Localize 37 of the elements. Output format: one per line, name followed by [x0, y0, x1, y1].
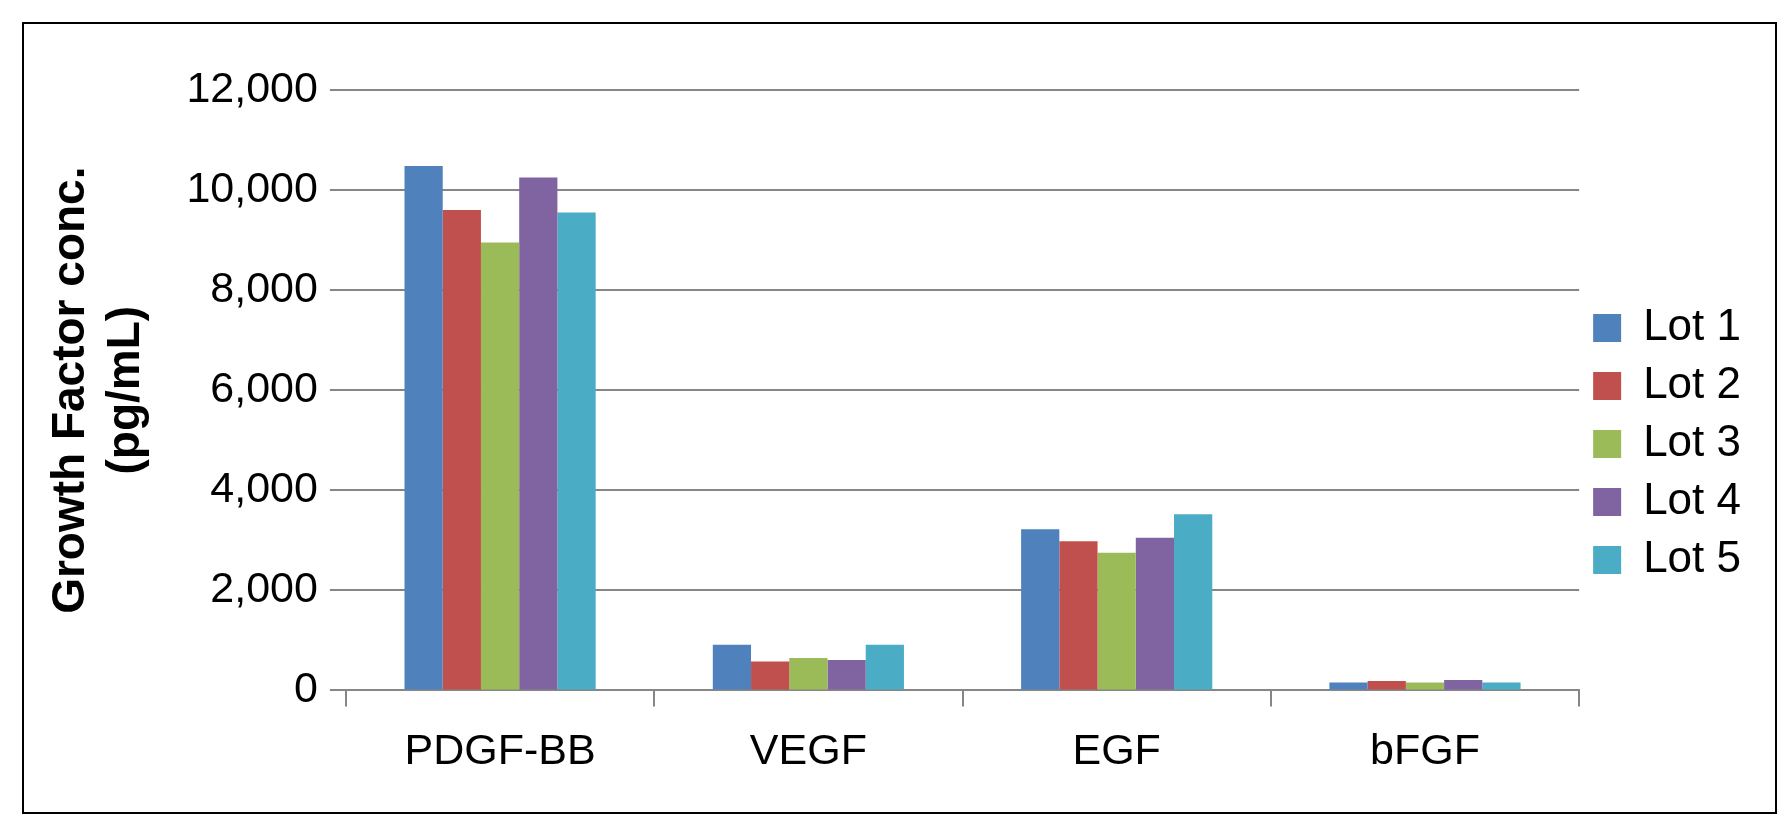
bar	[1059, 541, 1098, 690]
y-axis-title: Growth Factor conc. (pg/mL)	[42, 166, 150, 614]
bar	[1021, 529, 1060, 690]
bar	[480, 242, 520, 690]
bar	[751, 661, 790, 690]
bar	[789, 657, 828, 690]
y-tick-label: 12,000	[186, 62, 318, 111]
y-tick-label: 8,000	[210, 262, 318, 311]
bar	[1405, 682, 1445, 690]
bar	[519, 177, 558, 690]
legend-label: Lot 1	[1643, 300, 1742, 350]
x-tick-label: bFGF	[1370, 725, 1480, 774]
legend-label: Lot 5	[1643, 532, 1742, 582]
legend-label: Lot 3	[1643, 416, 1742, 466]
bar	[827, 659, 866, 690]
bar	[404, 166, 443, 690]
bar	[865, 644, 904, 690]
bar	[1329, 682, 1368, 690]
bar	[557, 212, 596, 690]
bar	[1135, 537, 1175, 690]
bar	[1174, 514, 1213, 690]
legend-label: Lot 4	[1643, 474, 1742, 524]
x-tick-label: PDGF-BB	[404, 725, 596, 774]
y-tick-label: 4,000	[210, 463, 318, 512]
bar	[1097, 552, 1136, 690]
y-tick-label: 0	[294, 663, 318, 712]
bar	[442, 210, 481, 690]
legend-label: Lot 2	[1643, 358, 1742, 408]
bar	[712, 644, 752, 690]
bar	[1367, 680, 1406, 690]
x-tick-label: EGF	[1072, 725, 1161, 774]
x-tick-label: VEGF	[749, 725, 867, 774]
bar	[1444, 679, 1483, 690]
y-tick-label: 2,000	[210, 563, 318, 612]
y-tick-label: 10,000	[186, 162, 318, 211]
y-tick-label: 6,000	[210, 363, 318, 412]
bar	[1482, 682, 1521, 690]
